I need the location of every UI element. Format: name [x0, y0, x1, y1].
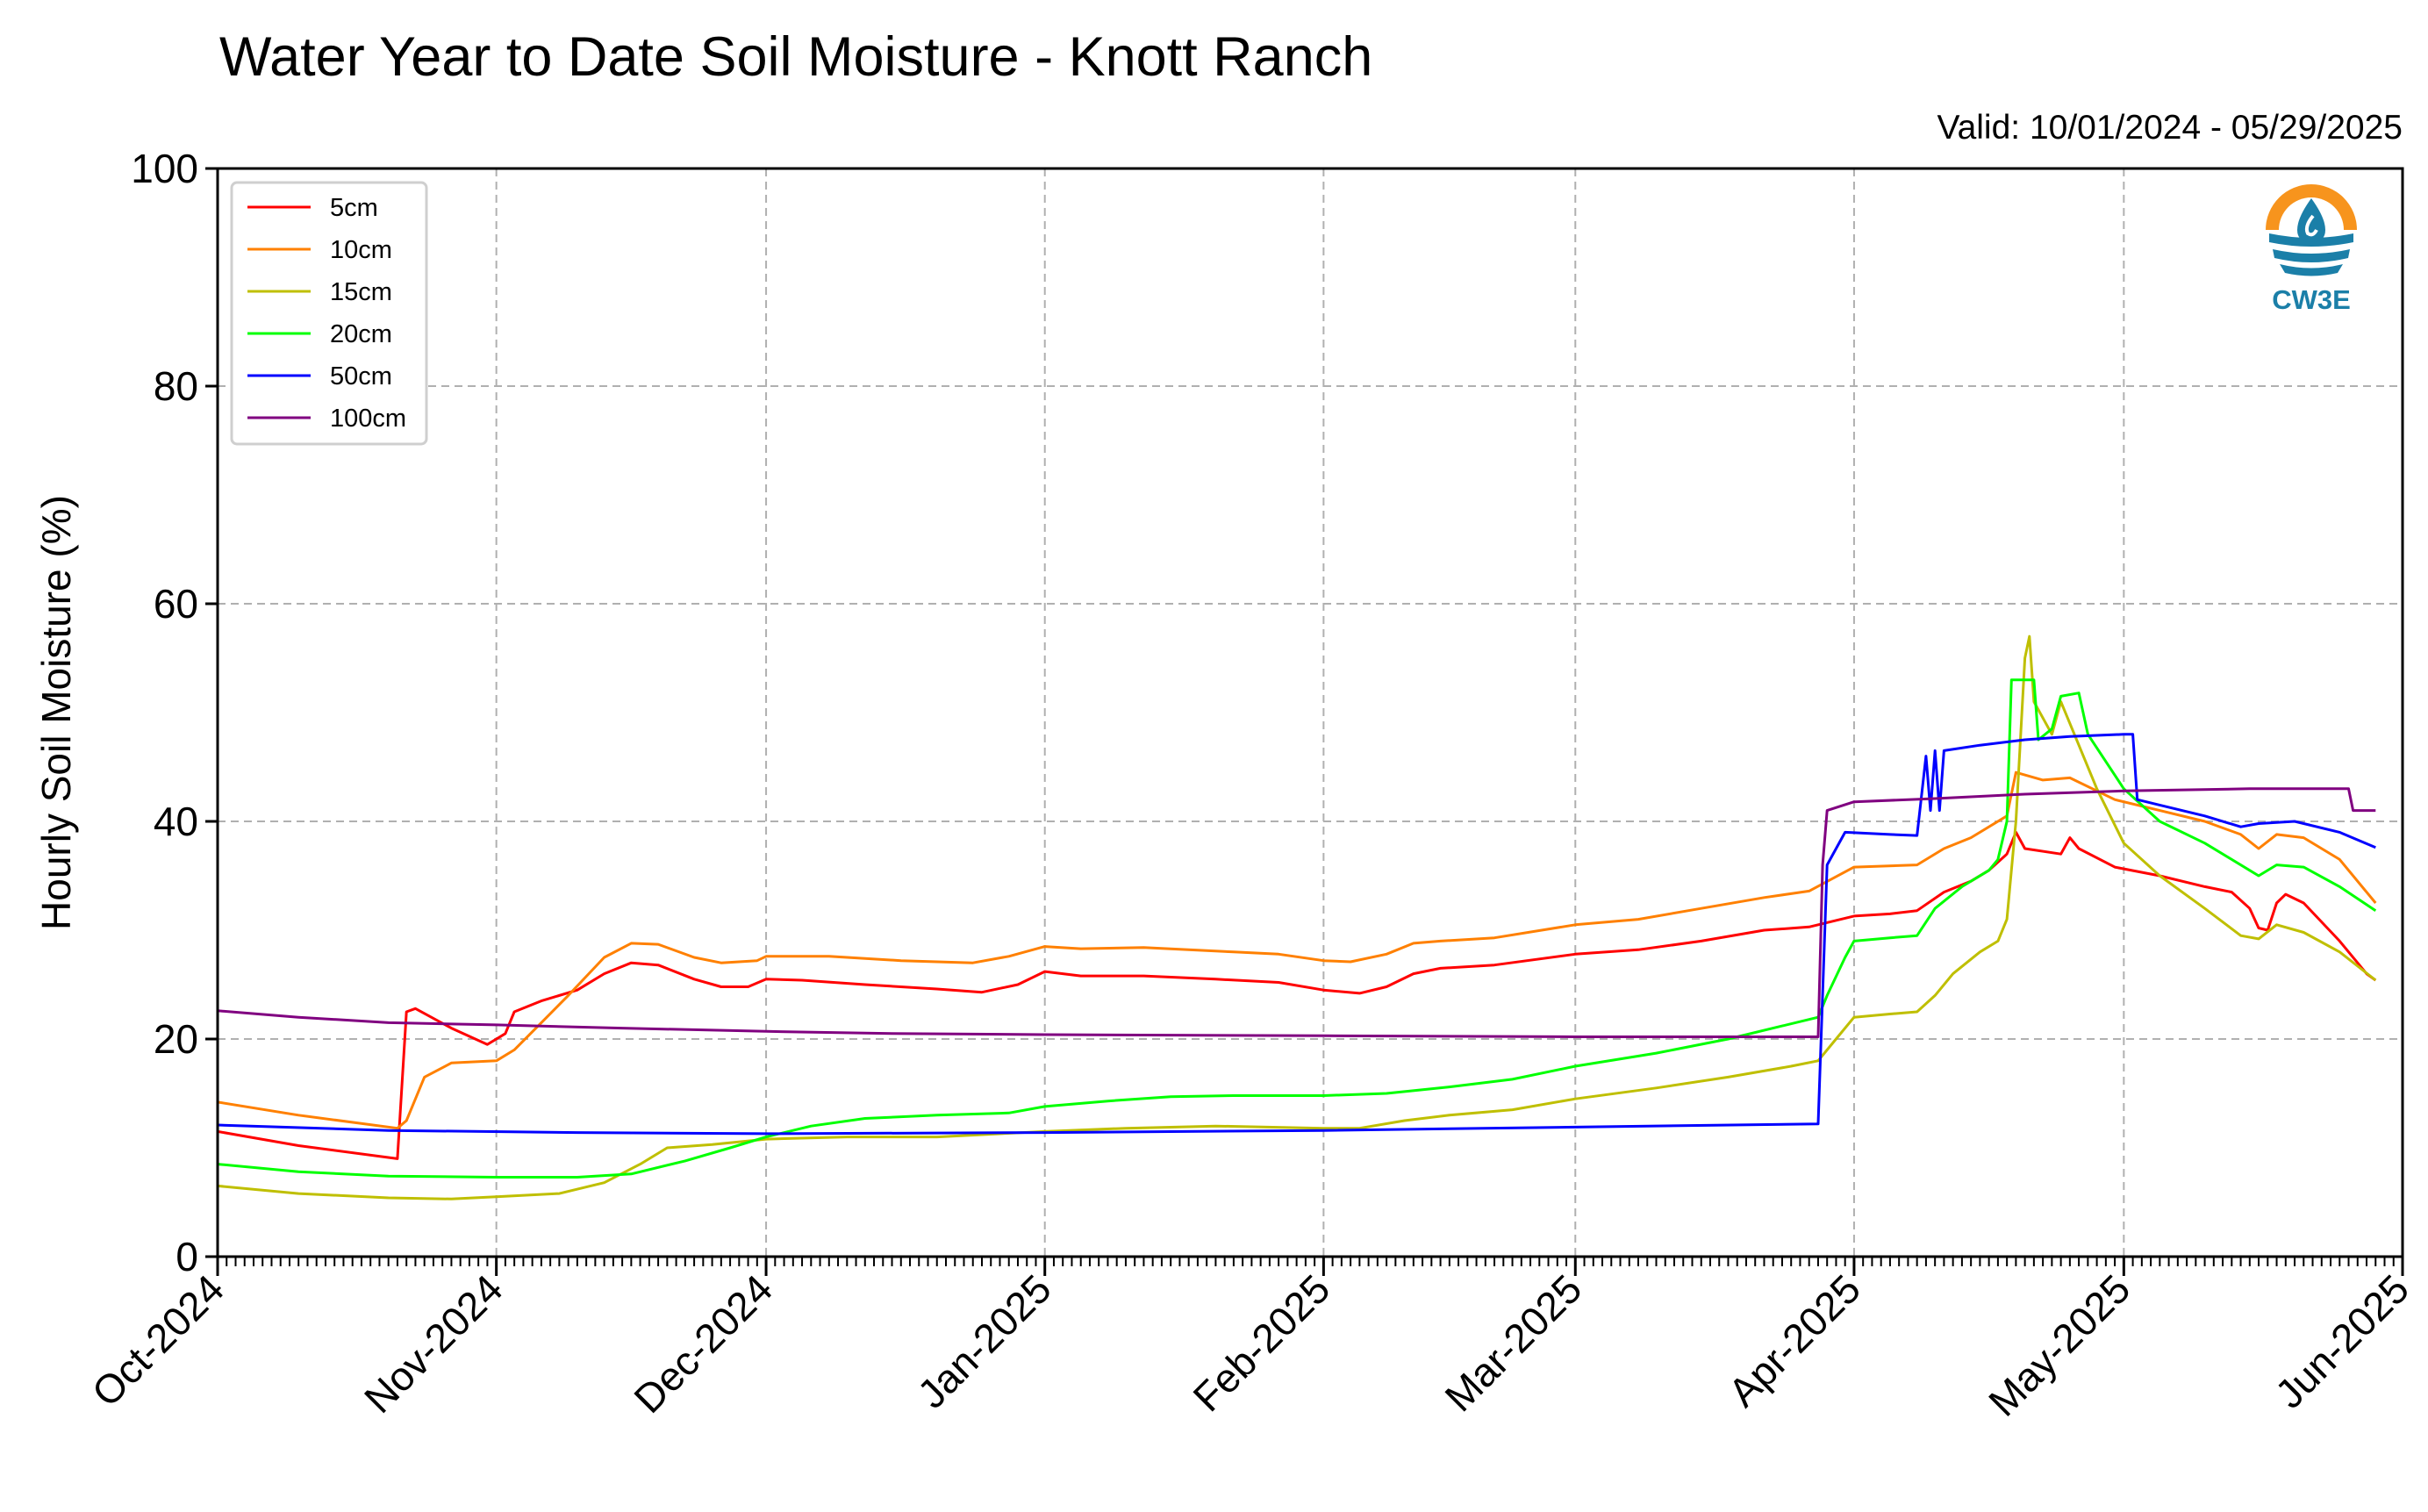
- y-tick-label: 80: [154, 363, 198, 409]
- series-lines: [217, 634, 2377, 1200]
- legend-label-15cm: 15cm: [330, 278, 392, 306]
- legend-label-10cm: 10cm: [330, 236, 392, 264]
- legend-label-100cm: 100cm: [330, 405, 406, 433]
- legend: 5cm 10cm 15cm 20cm 50cm 100cm: [230, 181, 428, 446]
- cw3e-logo: CW3E: [2264, 184, 2359, 315]
- series-line-100cm: [217, 787, 2376, 1038]
- x-axis-minor-ticks: [217, 1257, 2403, 1266]
- y-tick-label: 20: [154, 1016, 198, 1062]
- y-tick-label: 100: [131, 146, 198, 191]
- y-tick-label: 60: [154, 581, 198, 627]
- valid-date-range: Valid: 10/01/2024 - 05/29/2025: [1937, 109, 2403, 147]
- cw3e-droplet-logo-icon: [2264, 184, 2359, 279]
- series-line-15cm: [217, 634, 2377, 1200]
- y-tick-label: 40: [154, 799, 198, 844]
- series-line-50cm: [217, 733, 2376, 1136]
- cw3e-logo-text: CW3E: [2272, 284, 2351, 315]
- plot-frame: [216, 167, 2404, 1258]
- grid-lines: [218, 168, 2403, 1257]
- y-tick-label: 0: [175, 1234, 198, 1279]
- y-axis-label: Hourly Soil Moisture (%): [33, 495, 79, 930]
- y-axis-ticks: 0 20 40 60 80 100: [131, 146, 218, 1279]
- series-line-10cm: [217, 770, 2377, 1130]
- legend-label-5cm: 5cm: [330, 194, 378, 222]
- legend-label-50cm: 50cm: [330, 362, 392, 391]
- series-line-5cm: [217, 830, 2377, 1160]
- legend-label-20cm: 20cm: [330, 320, 392, 348]
- chart-title: Water Year to Date Soil Moisture - Knott…: [219, 26, 1372, 88]
